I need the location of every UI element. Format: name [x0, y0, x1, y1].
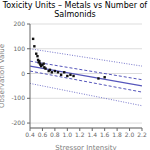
svg-text:100: 100 — [14, 45, 26, 52]
svg-text:0.6: 0.6 — [38, 131, 48, 138]
html-text:Toxicity Units – Metals vs Num: Toxicity Units – Metals vs Number of Sal… — [2, 1, 148, 19]
svg-text:1.2: 1.2 — [75, 131, 85, 138]
svg-text:0.8: 0.8 — [50, 131, 60, 138]
svg-text:2.0: 2.0 — [125, 131, 135, 138]
svg-text:2.2: 2.2 — [137, 131, 147, 138]
svg-text:1.8: 1.8 — [112, 131, 122, 138]
svg-text:1.6: 1.6 — [100, 131, 110, 138]
svg-text:-100: -100 — [11, 94, 25, 101]
svg-text:-200: -200 — [11, 119, 25, 126]
svg-text:Observation Value: Observation Value — [0, 44, 6, 108]
svg-text:1.4: 1.4 — [87, 131, 97, 138]
svg-text:1.0: 1.0 — [63, 131, 73, 138]
svg-text:Stressor Intensity: Stressor Intensity — [55, 144, 116, 150]
svg-text:0.4: 0.4 — [25, 131, 35, 138]
svg-text:0: 0 — [21, 70, 25, 77]
svg-text:200: 200 — [14, 20, 26, 27]
